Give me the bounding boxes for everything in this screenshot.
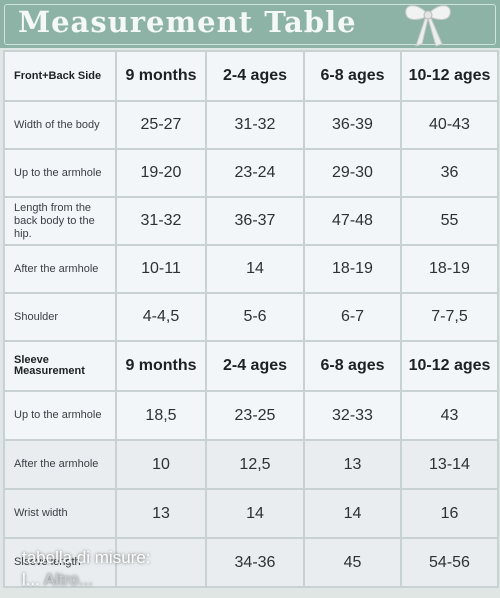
row: After the armhole 10-11 14 18-19 18-19 [3,244,499,294]
cell: 10-11 [115,244,207,294]
title: Measurement Table [18,5,357,39]
cell: 6-7 [303,292,402,342]
cell: 32-33 [303,390,402,441]
cell: 23-24 [205,148,305,198]
cell: 31-32 [205,100,305,150]
header-row: Sleeve Measurement 9 months 2-4 ages 6-8 ag… [3,340,499,392]
cell: 18-19 [400,244,499,294]
cell: 12,5 [205,439,305,490]
row: Up to the armhole 18,5 23-25 32-33 43 [3,390,499,441]
row: Shoulder 4-4,5 5-6 6-7 7-7,5 [3,292,499,342]
caption: tabella di misure: l... Altro... [22,547,151,591]
row-label: Shoulder [3,292,117,342]
column-header: 2-4 ages [205,50,305,102]
row-label: Up to the armhole [3,148,117,198]
cell: 43 [400,390,499,441]
caption-text: l... [22,570,40,589]
cell: 23-25 [205,390,305,441]
cell: 4-4,5 [115,292,207,342]
row: After the armhole 10 12,5 13 13-14 [3,439,499,490]
cell: 36-37 [205,196,305,246]
section-header: Sleeve Measurement [3,340,117,392]
cell: 18,5 [115,390,207,441]
cell: 18-19 [303,244,402,294]
cell: 31-32 [115,196,207,246]
cell: 55 [400,196,499,246]
row-label: After the armhole [3,244,117,294]
column-header: 6-8 ages [303,50,402,102]
cell: 14 [205,488,305,539]
cell: 45 [303,537,402,588]
more-link[interactable]: Altro... [43,570,93,589]
banner: Measurement Table [0,0,500,48]
measurement-table: Front+Back Side 9 months 2-4 ages 6-8 ages 1… [3,50,499,588]
header-row: Front+Back Side 9 months 2-4 ages 6-8 ages 1… [3,50,499,102]
cell: 40-43 [400,100,499,150]
cell: 7-7,5 [400,292,499,342]
row-label: Wrist width [3,488,117,539]
cell [115,537,207,588]
column-header: 10-12 ages [400,50,499,102]
column-header: 2-4 ages [205,340,305,392]
row: Up to the armhole 19-20 23-24 29-30 36 [3,148,499,198]
cell: 54-56 [400,537,499,588]
bow-icon [405,5,451,47]
banner-frame [4,4,496,45]
cell: 5-6 [205,292,305,342]
row-label: Length from the back body to the hip. [3,196,117,246]
cell: 13 [303,439,402,490]
row: Wrist width 13 14 14 16 [3,488,499,539]
row-label: After the armhole [3,439,117,490]
cell: 14 [303,488,402,539]
cell: 13 [115,488,207,539]
cell: 10 [115,439,207,490]
cell: 19-20 [115,148,207,198]
caption-line: l... Altro... [22,569,151,591]
row-label: Up to the armhole [3,390,117,441]
cell: 13-14 [400,439,499,490]
cell: 16 [400,488,499,539]
column-header: 9 months [115,340,207,392]
row: Length from the back body to the hip. 31-… [3,196,499,246]
cell: 47-48 [303,196,402,246]
cell: 34-36 [205,537,305,588]
column-header: 9 months [115,50,207,102]
section-header: Front+Back Side [3,50,117,102]
row: Width of the body 25-27 31-32 36-39 40-43 [3,100,499,150]
column-header: 10-12 ages [400,340,499,392]
caption-line: tabella di misure: [22,548,151,567]
cell: 29-30 [303,148,402,198]
row: Sleeve length 34-36 45 54-56 [3,537,499,588]
column-header: 6-8 ages [303,340,402,392]
cell: 14 [205,244,305,294]
cell: 25-27 [115,100,207,150]
cell: 36 [400,148,499,198]
cell: 36-39 [303,100,402,150]
row-label: Sleeve length [3,537,117,588]
row-label: Width of the body [3,100,117,150]
